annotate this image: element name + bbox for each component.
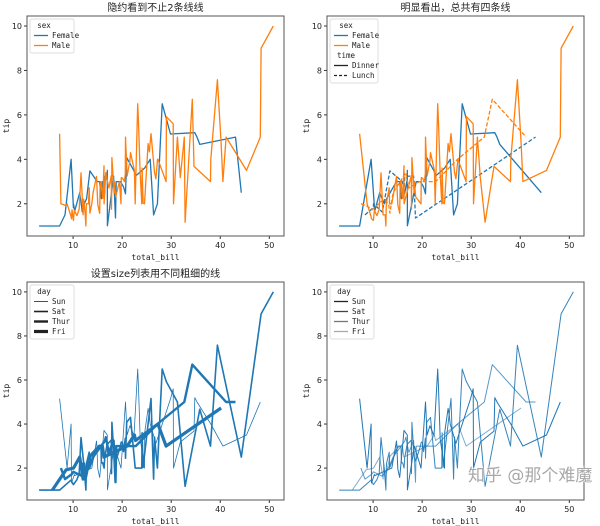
- axes-frame: [26, 281, 285, 501]
- line-female: [39, 103, 242, 227]
- x-tick-label: 20: [417, 505, 427, 514]
- y-tick-label: 8: [317, 332, 322, 341]
- legend-title: day: [37, 287, 51, 296]
- x-tick-label: 50: [264, 505, 274, 514]
- subplot-3: 设置size列表用不同粗细的线 10 20 30 40 50 2 4 6 8 10 total_bil…: [2, 267, 285, 526]
- legend-title: sex: [339, 21, 353, 30]
- legend-label: Sun: [352, 297, 366, 306]
- x-tick-label: 40: [515, 241, 525, 250]
- x-tick-label: 30: [166, 505, 176, 514]
- x-tick-label: 30: [166, 241, 176, 250]
- legend-title: time: [337, 51, 356, 60]
- legend-box: [29, 284, 75, 340]
- legend-label: Female: [352, 31, 380, 40]
- y-tick-label: 8: [317, 66, 322, 75]
- x-axis-label: total_bill: [431, 517, 479, 526]
- x-tick-label: 50: [564, 241, 574, 250]
- subplot-1: 隐约看到不止2条线线 10 20 30 40 50 2 4 6 8 10 total_bill tip s…: [2, 1, 285, 262]
- legend-label: Male: [352, 41, 371, 50]
- line-thur: [59, 363, 236, 484]
- legend-title: sex: [37, 21, 51, 30]
- legend-label: Fri: [352, 327, 366, 336]
- legend-label: Dinner: [352, 61, 380, 70]
- line-male-lunch: [360, 98, 527, 214]
- line-fri: [351, 407, 522, 491]
- y-tick-label: 4: [17, 420, 22, 429]
- legend-label: Male: [52, 41, 71, 50]
- legend-label: Thur: [52, 317, 71, 326]
- legend-label: Fri: [52, 327, 66, 336]
- y-tick-label: 2: [317, 464, 322, 473]
- axes-frame: [326, 281, 585, 501]
- x-tick-label: 50: [264, 241, 274, 250]
- legend-box: [329, 284, 375, 340]
- chart-title: 明显看出，总共有四条线: [401, 1, 511, 14]
- y-axis-label: tip: [302, 119, 311, 134]
- x-tick-label: 10: [368, 241, 378, 250]
- y-axis-label: tip: [302, 384, 311, 399]
- y-tick-label: 4: [317, 420, 322, 429]
- line-male: [58, 25, 274, 227]
- legend-title: day: [337, 287, 351, 296]
- y-tick-label: 6: [317, 111, 322, 120]
- x-tick-label: 40: [515, 505, 525, 514]
- line-fri: [50, 406, 223, 491]
- legend-label: Sat: [52, 307, 66, 316]
- watermark: 知乎 @那个难魔: [468, 466, 593, 486]
- x-tick-label: 20: [417, 241, 427, 250]
- y-tick-label: 10: [12, 22, 22, 31]
- legend-box: [29, 18, 75, 54]
- legend-label: Lunch: [352, 71, 375, 80]
- y-tick-label: 10: [12, 288, 22, 297]
- y-tick-label: 8: [17, 332, 22, 341]
- subplot-2: 明显看出，总共有四条线 10 20 30 40 50 2 4 6 8 10 total_bill tip…: [302, 1, 585, 262]
- y-tick-label: 8: [17, 66, 22, 75]
- y-tick-label: 6: [17, 376, 22, 385]
- line-male-dinner: [358, 25, 574, 227]
- legend-label: Sun: [52, 297, 66, 306]
- x-tick-label: 30: [466, 505, 476, 514]
- axes-frame: [326, 15, 585, 237]
- y-tick-label: 2: [17, 200, 22, 209]
- x-tick-label: 40: [215, 241, 225, 250]
- x-axis-label: total_bill: [131, 253, 179, 262]
- chart-title: 设置size列表用不同粗细的线: [91, 267, 220, 280]
- x-tick-label: 30: [466, 241, 476, 250]
- y-tick-label: 10: [312, 288, 322, 297]
- x-tick-label: 40: [215, 505, 225, 514]
- x-tick-label: 10: [68, 241, 78, 250]
- y-axis-label: tip: [2, 119, 11, 134]
- legend-label: Female: [52, 31, 80, 40]
- axes-frame: [26, 15, 285, 237]
- x-tick-label: 10: [368, 505, 378, 514]
- legend-label: Thur: [352, 317, 371, 326]
- y-tick-label: 6: [317, 376, 322, 385]
- x-axis-label: total_bill: [131, 517, 179, 526]
- y-tick-label: 2: [17, 464, 22, 473]
- line-female-dinner: [339, 103, 542, 227]
- y-tick-label: 4: [17, 155, 22, 164]
- y-axis-label: tip: [2, 384, 11, 399]
- y-tick-label: 10: [312, 22, 322, 31]
- legend-label: Sat: [352, 307, 366, 316]
- x-tick-label: 20: [117, 241, 127, 250]
- x-tick-label: 10: [68, 505, 78, 514]
- subplot-4: 10 20 30 40 50 2 4 6 8 10 total_bill tip daySunSatTh…: [302, 281, 585, 526]
- y-tick-label: 4: [317, 155, 322, 164]
- chart-title: 隐约看到不止2条线线: [107, 1, 203, 14]
- x-axis-label: total_bill: [431, 253, 479, 262]
- x-tick-label: 20: [117, 505, 127, 514]
- y-tick-label: 2: [317, 200, 322, 209]
- line-thur: [360, 364, 536, 483]
- x-tick-label: 50: [564, 505, 574, 514]
- y-tick-label: 6: [17, 111, 22, 120]
